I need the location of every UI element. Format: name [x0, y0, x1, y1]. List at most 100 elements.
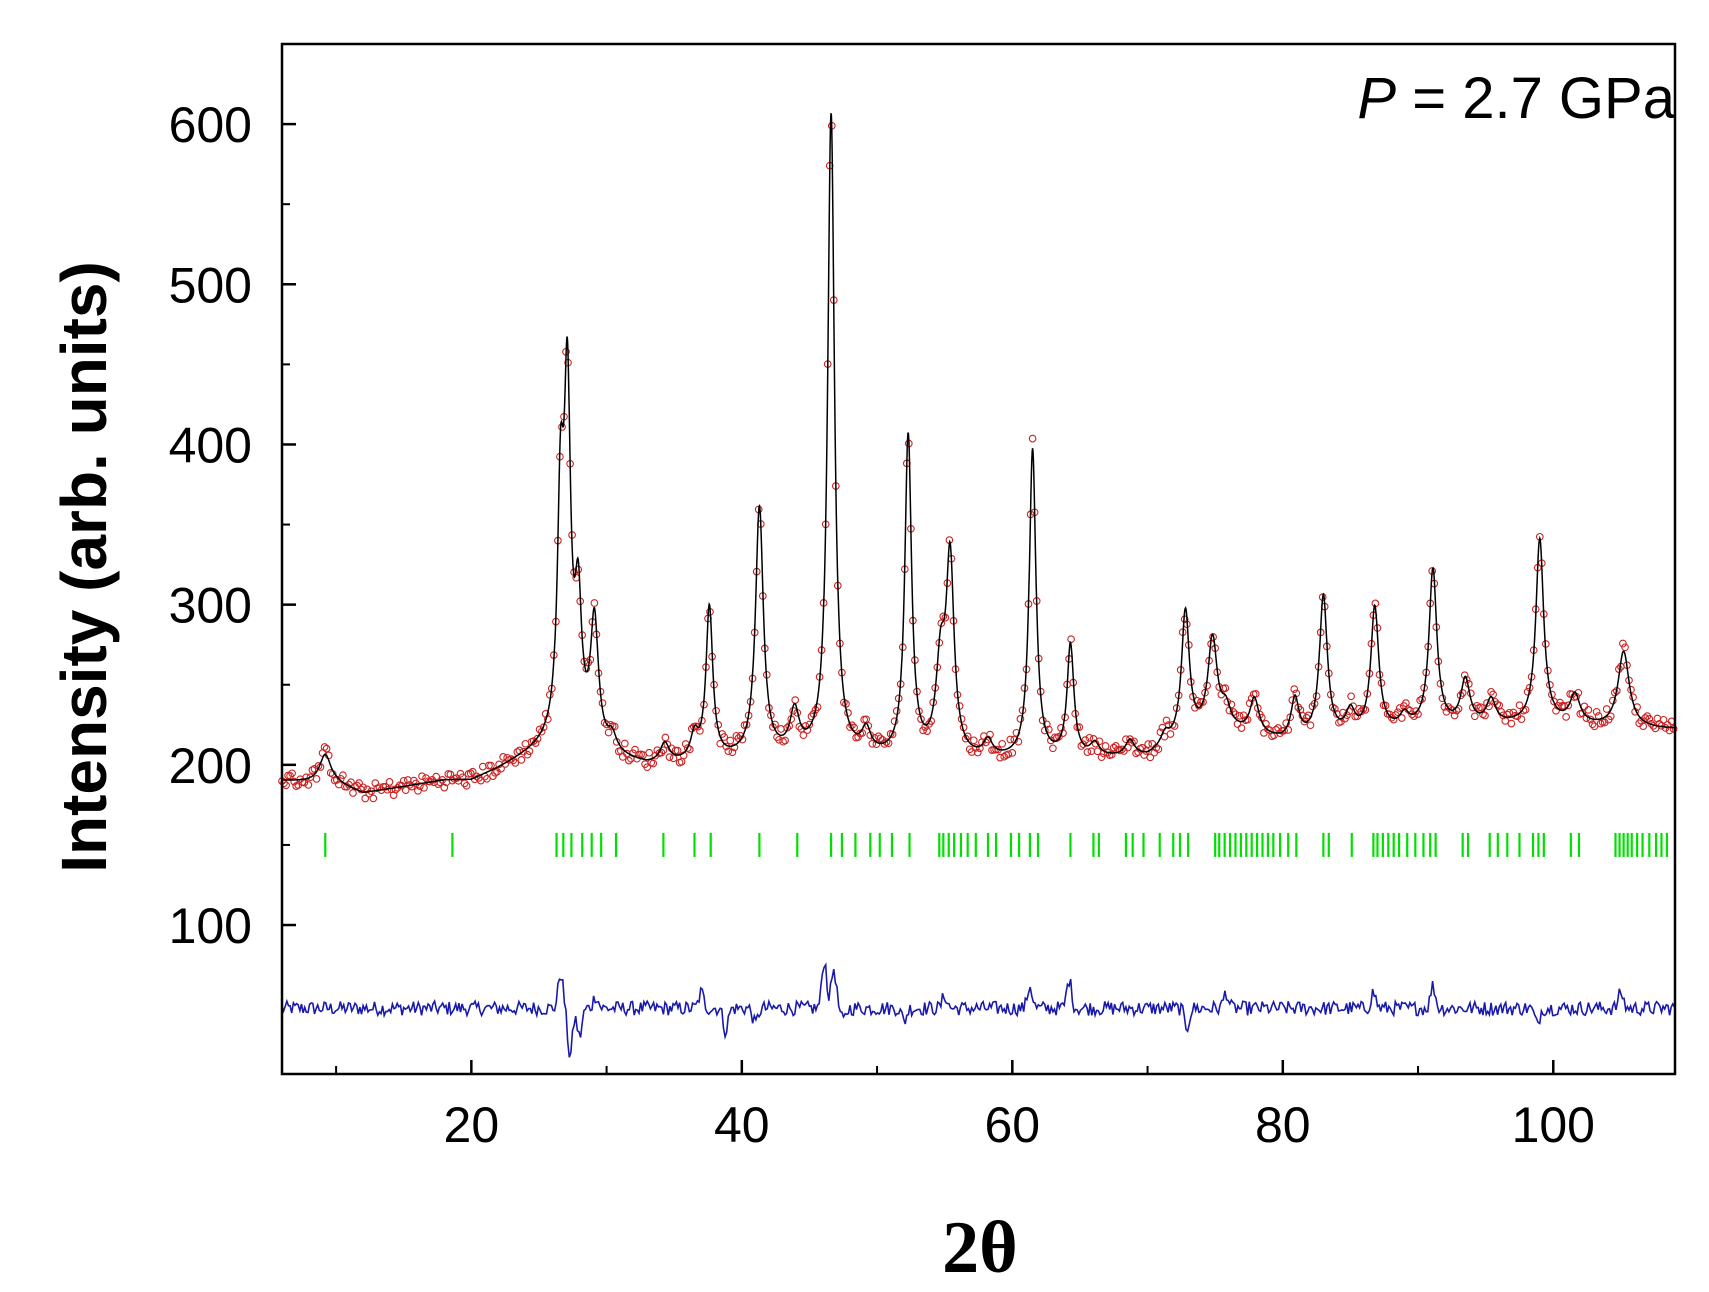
observed-point	[472, 772, 481, 781]
observed-point	[1389, 715, 1398, 724]
observed-point	[1450, 711, 1459, 720]
observed-point	[805, 720, 814, 729]
observed-point	[1154, 745, 1163, 754]
observed-point	[807, 712, 816, 721]
observed-point	[359, 783, 367, 792]
observed-point	[1596, 719, 1605, 728]
observed-point	[876, 734, 885, 743]
observed-point	[872, 740, 881, 749]
x-tick-label: 20	[444, 1097, 500, 1153]
observed-point	[1144, 740, 1153, 748]
observed-point	[1345, 707, 1353, 716]
observed-point	[1251, 690, 1260, 698]
observed-point	[1221, 684, 1230, 692]
observed-point	[620, 739, 629, 748]
observed-point	[645, 748, 654, 757]
observed-point	[730, 743, 739, 752]
observed-point	[1166, 730, 1175, 738]
observed-point	[312, 775, 321, 783]
observed-point	[369, 794, 378, 803]
observed-point	[1083, 748, 1092, 756]
observed-point	[742, 720, 751, 729]
observed-point	[1655, 719, 1664, 728]
y-tick-label: 300	[169, 578, 252, 634]
observed-point	[1397, 714, 1406, 722]
observed-point	[1085, 733, 1094, 742]
observed-point	[517, 756, 526, 764]
observed-point	[813, 703, 822, 711]
observed-point	[541, 710, 550, 718]
observed-point	[724, 747, 733, 756]
observed-point	[1146, 753, 1155, 762]
observed-point	[1111, 742, 1120, 750]
observed-point	[416, 782, 424, 790]
observed-point	[1000, 752, 1009, 761]
observed-point	[1280, 726, 1288, 735]
observed-point	[1006, 735, 1015, 744]
observed-point	[1639, 722, 1648, 731]
y-tick-label: 200	[169, 738, 252, 794]
observed-point	[1523, 687, 1532, 696]
observed-point	[389, 791, 398, 799]
observed-point	[649, 759, 658, 768]
observed-point	[998, 739, 1007, 748]
observed-point	[414, 786, 422, 795]
observed-point	[371, 779, 380, 787]
observed-point	[347, 778, 355, 787]
observed-point	[799, 731, 808, 740]
observed-point	[1588, 720, 1597, 729]
observed-point	[440, 783, 449, 792]
observed-point	[418, 772, 426, 781]
observed-point	[1606, 712, 1615, 721]
observed-point	[1290, 685, 1299, 693]
observed-point	[1590, 722, 1599, 731]
observed-point	[1227, 700, 1236, 709]
observed-point	[663, 740, 672, 749]
observed-point	[1584, 706, 1593, 714]
y-tick-label: 400	[169, 417, 252, 473]
observed-point	[468, 767, 477, 776]
observed-point	[683, 744, 692, 752]
observed-point	[665, 753, 674, 761]
observed-point	[1199, 698, 1207, 706]
observed-point	[322, 744, 331, 753]
observed-point	[320, 743, 329, 751]
observed-point	[1669, 725, 1678, 733]
observed-point	[1239, 711, 1248, 720]
observed-point	[1168, 720, 1177, 729]
bragg-markers-layer	[324, 832, 1668, 857]
observed-point	[288, 769, 296, 778]
observed-point	[1562, 713, 1570, 721]
x-tick-label: 60	[984, 1097, 1040, 1153]
y-tick-label: 600	[169, 97, 252, 153]
axes-layer: 20 40 60 80 100 100 200 300 400 500 600	[169, 42, 1677, 1153]
observed-point	[779, 737, 787, 746]
observed-point	[391, 785, 400, 794]
observed-point	[1560, 702, 1568, 710]
observed-point	[1410, 712, 1418, 720]
observed-point	[1621, 643, 1629, 652]
observed-point	[487, 761, 495, 770]
observed-point	[1395, 704, 1404, 712]
observed-point	[1109, 743, 1118, 752]
observed-point	[286, 771, 294, 780]
x-tick-label: 80	[1255, 1097, 1311, 1153]
observed-point	[466, 769, 475, 778]
observed-point	[661, 733, 670, 742]
y-axis-title: Intensity (arb. units)	[48, 261, 120, 873]
observed-point	[525, 747, 534, 755]
difference-curve-layer	[281, 962, 1676, 1058]
x-tick-label: 100	[1512, 1097, 1595, 1153]
observed-point	[460, 779, 469, 788]
observed-point	[499, 753, 507, 761]
observed-point	[728, 748, 737, 757]
observed-point	[1470, 712, 1479, 721]
observed-point	[529, 737, 538, 745]
observed-point	[1347, 692, 1355, 701]
calculated-curve-layer	[282, 113, 1675, 794]
observed-point	[1507, 719, 1516, 728]
observed-point	[1079, 740, 1088, 749]
observed-point	[1552, 706, 1560, 715]
